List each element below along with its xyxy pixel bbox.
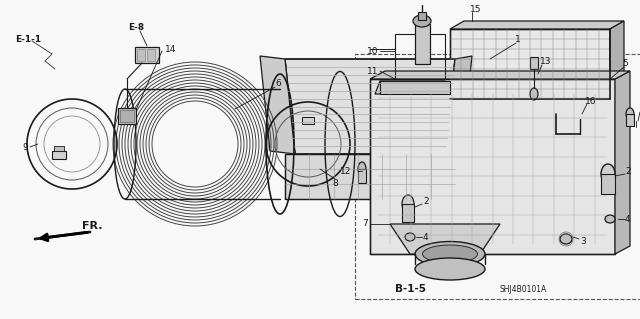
Polygon shape — [370, 79, 615, 254]
Polygon shape — [610, 21, 624, 99]
Text: 11: 11 — [367, 66, 378, 76]
Text: 6: 6 — [275, 79, 281, 88]
Bar — [626, 114, 634, 126]
Polygon shape — [445, 56, 472, 154]
Text: 13: 13 — [540, 56, 552, 65]
Ellipse shape — [422, 245, 477, 263]
Ellipse shape — [605, 215, 615, 223]
Text: 2: 2 — [625, 167, 630, 175]
Ellipse shape — [358, 162, 366, 176]
Text: 7: 7 — [362, 219, 368, 228]
Bar — [395, 34, 445, 79]
Ellipse shape — [560, 234, 572, 244]
Text: SHJ4B0101A: SHJ4B0101A — [500, 285, 547, 293]
Ellipse shape — [415, 241, 485, 266]
Text: 5: 5 — [622, 60, 628, 69]
Text: 3: 3 — [580, 236, 586, 246]
Text: E-1-1: E-1-1 — [15, 34, 41, 43]
Text: 8: 8 — [332, 180, 338, 189]
Text: FR.: FR. — [82, 221, 102, 231]
Bar — [358, 169, 366, 183]
Bar — [355, 54, 640, 299]
Ellipse shape — [601, 164, 615, 184]
Ellipse shape — [413, 15, 431, 27]
Bar — [120, 110, 134, 122]
Bar — [370, 79, 615, 254]
Text: 16: 16 — [585, 97, 596, 106]
Polygon shape — [285, 154, 455, 199]
Ellipse shape — [626, 108, 634, 120]
Polygon shape — [375, 81, 450, 94]
Bar — [54, 146, 64, 151]
Polygon shape — [615, 71, 630, 254]
Text: 15: 15 — [470, 4, 481, 13]
Polygon shape — [370, 71, 630, 79]
Bar — [52, 151, 66, 159]
Polygon shape — [285, 59, 455, 154]
Polygon shape — [450, 21, 624, 29]
Bar — [530, 57, 538, 69]
Bar — [135, 47, 159, 63]
Bar — [137, 49, 145, 61]
Polygon shape — [390, 224, 500, 254]
Ellipse shape — [402, 195, 414, 213]
Text: E-8: E-8 — [128, 23, 144, 32]
Text: 1: 1 — [515, 34, 521, 43]
Text: 14: 14 — [165, 44, 177, 54]
Bar — [601, 174, 615, 194]
Text: 2: 2 — [423, 197, 429, 205]
Bar — [302, 117, 314, 124]
Bar — [415, 24, 430, 64]
Text: 9: 9 — [22, 143, 28, 152]
Bar — [380, 81, 450, 94]
Text: B-1-5: B-1-5 — [394, 284, 426, 294]
Text: 4: 4 — [423, 233, 429, 241]
Text: 10: 10 — [367, 47, 378, 56]
Text: 12: 12 — [340, 167, 351, 175]
Text: 4: 4 — [625, 214, 630, 224]
Ellipse shape — [530, 88, 538, 100]
Ellipse shape — [405, 233, 415, 241]
Polygon shape — [450, 29, 610, 99]
Bar — [418, 12, 426, 20]
Bar — [118, 108, 136, 124]
Polygon shape — [260, 56, 295, 154]
Ellipse shape — [415, 258, 485, 280]
Bar — [402, 204, 414, 222]
Bar — [450, 29, 610, 99]
Bar — [147, 49, 155, 61]
